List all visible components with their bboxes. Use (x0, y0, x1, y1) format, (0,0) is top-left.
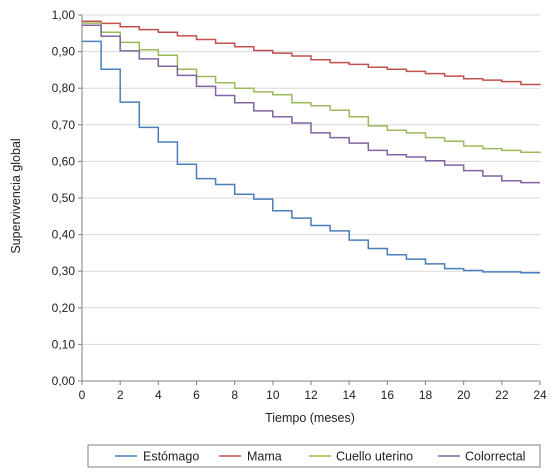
y-tick-label: 0,50 (52, 191, 76, 205)
chart-grid (82, 14, 540, 345)
x-tick-label: 2 (117, 388, 124, 402)
x-tick-label: 14 (342, 388, 356, 402)
series-line (82, 22, 541, 154)
y-axis-label: Supervivencia global (9, 138, 23, 253)
y-tick-label: 0,40 (52, 228, 76, 242)
y-tick-label: 0,90 (52, 45, 76, 59)
series-line (82, 24, 540, 184)
chart-legend: Estómago Mama Cuello uterino Colorrectal (87, 444, 541, 468)
y-tick-label: 0,10 (52, 337, 76, 351)
legend-label: Estómago (143, 450, 199, 464)
x-tick-label: 22 (495, 388, 509, 402)
y-tick-label: 0,80 (52, 81, 76, 95)
y-tick-label: 0,30 (52, 264, 76, 278)
y-tick-label: 1,00 (52, 8, 76, 22)
x-tick-label: 20 (457, 388, 471, 402)
x-tick-label: 18 (419, 388, 433, 402)
series-line (82, 20, 541, 86)
x-tick-label: 8 (231, 388, 238, 402)
legend-label: Colorrectal (465, 450, 525, 464)
x-axis-ticks: 0 2 4 6 8 10 12 14 16 18 20 22 24 (79, 381, 547, 402)
y-axis-ticks: 0,00 0,10 0,20 0,30 0,40 0,50 0,60 0,70 0,80 0,90… (52, 8, 82, 388)
y-tick-label: 0,70 (52, 118, 76, 132)
x-axis-label: Tiempo (meses) (265, 411, 355, 425)
x-tick-label: 24 (533, 388, 547, 402)
y-tick-label: 0,60 (52, 154, 76, 168)
chart-series (82, 20, 541, 274)
legend-label: Cuello uterino (336, 450, 413, 464)
x-tick-label: 0 (79, 388, 86, 402)
y-tick-label: 0,00 (52, 374, 76, 388)
x-tick-label: 12 (304, 388, 318, 402)
y-tick-label: 0,20 (52, 301, 76, 315)
x-tick-label: 4 (155, 388, 162, 402)
legend-label: Mama (247, 450, 282, 464)
x-tick-label: 10 (266, 388, 280, 402)
x-tick-label: 16 (381, 388, 395, 402)
x-tick-label: 6 (193, 388, 200, 402)
series-line (82, 40, 540, 274)
